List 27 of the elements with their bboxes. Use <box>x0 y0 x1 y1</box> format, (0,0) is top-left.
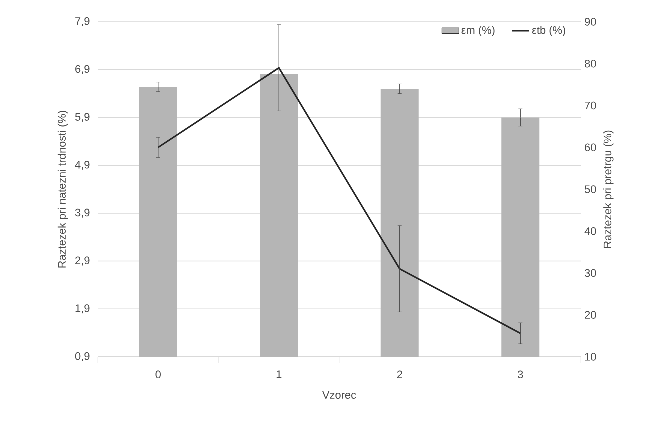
y2-tick-label: 90 <box>585 18 596 26</box>
y-axis-title: Raztezek pri natezni trdnosti (%) <box>58 111 68 268</box>
legend-label: εtb (%) <box>532 26 566 36</box>
y2-tick-label: 60 <box>585 144 596 152</box>
y-tick-label: 4,9 <box>75 161 90 170</box>
y2-tick-label: 50 <box>584 186 596 194</box>
y-tick-label: 2,9 <box>76 256 90 266</box>
y-tick-label: 7,9 <box>76 17 90 27</box>
y2-tick-label: 30 <box>584 269 596 278</box>
y2-tick-label: 40 <box>584 228 596 236</box>
y-tick-label: 3,9 <box>75 208 90 218</box>
y2-tick-label: 70 <box>585 102 596 110</box>
y2-tick-label: 10 <box>585 353 596 361</box>
x-tick-label: 1 <box>276 370 282 378</box>
x-tick-label: 3 <box>518 370 524 379</box>
x-tick-label: 0 <box>156 370 161 379</box>
legend-label: εm (%) <box>462 26 495 36</box>
y2-axis-title: Raztezek pri pretrgu (%) <box>604 130 614 248</box>
y-tick-label: 1,9 <box>76 304 90 314</box>
y-tick-label: 5,9 <box>75 113 90 122</box>
y-tick-label: 0,9 <box>75 352 90 362</box>
y-tick-label: 6,9 <box>76 65 90 74</box>
x-axis-title: Vzorec <box>322 391 356 400</box>
line-series <box>158 67 522 334</box>
y2-tick-label: 20 <box>585 311 596 320</box>
y2-tick-label: 80 <box>584 60 596 68</box>
x-tick-label: 2 <box>397 370 402 378</box>
